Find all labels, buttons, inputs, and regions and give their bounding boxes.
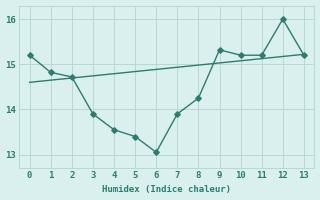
X-axis label: Humidex (Indice chaleur): Humidex (Indice chaleur) (102, 185, 231, 194)
